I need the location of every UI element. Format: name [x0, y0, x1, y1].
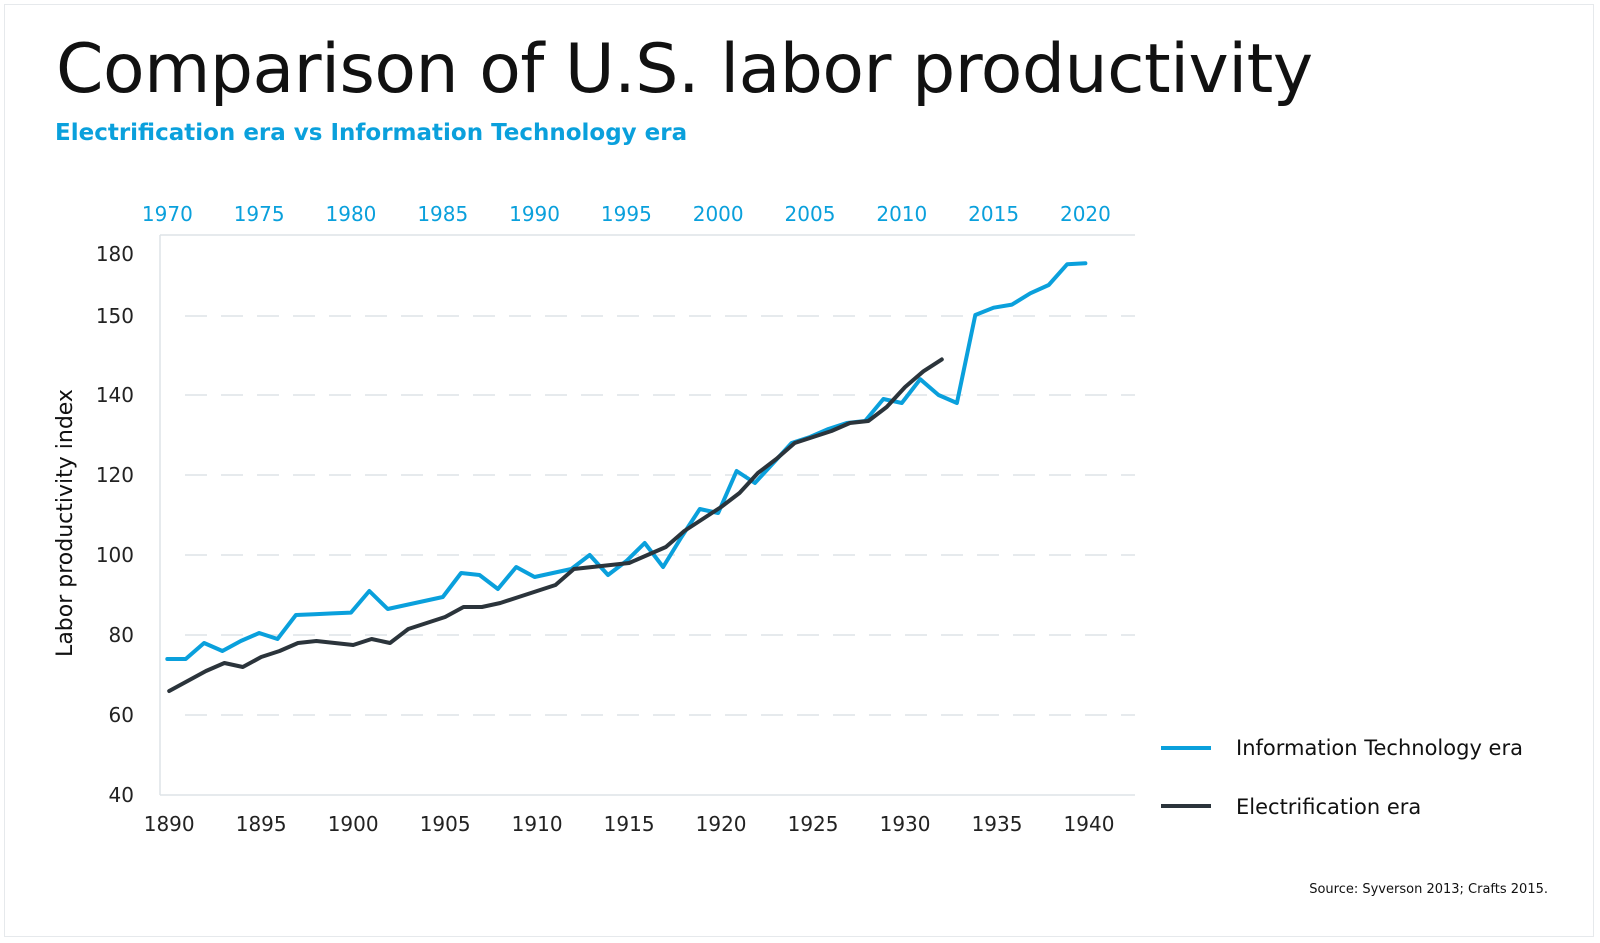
x-bottom-tick-label: 1910	[512, 812, 563, 836]
x-bottom-tick-label: 1915	[604, 812, 655, 836]
source-note: Source: Syverson 2013; Crafts 2015.	[1309, 882, 1548, 897]
x-bottom-tick-label: 1940	[1064, 812, 1115, 836]
x-top-tick-label: 1985	[417, 202, 468, 226]
x-top-tick-label: 1970	[142, 202, 193, 226]
y-tick-label: 150	[96, 304, 134, 328]
axes	[159, 234, 1135, 796]
x-top-tick-label: 2005	[785, 202, 836, 226]
x-bottom-tick-label: 1930	[880, 812, 931, 836]
x-top-tick-label: 1995	[601, 202, 652, 226]
y-tick-label: 140	[96, 383, 134, 407]
chart-title: Comparison of U.S. labor productivity	[56, 30, 1313, 109]
x-bottom-tick-label: 1905	[420, 812, 471, 836]
x-top-tick-label: 2020	[1060, 202, 1111, 226]
x-bottom-tick-label: 1895	[236, 812, 287, 836]
x-top-tick-label: 2010	[876, 202, 927, 226]
y-tick-label: 40	[109, 783, 134, 807]
series-lines	[165, 261, 1088, 693]
series-line-electrification-era	[167, 357, 944, 693]
y-axis-label: Labor productivity index	[53, 389, 78, 657]
x-bottom-tick-label: 1900	[328, 812, 379, 836]
x-bottom-tick-label: 1890	[144, 812, 195, 836]
tick-labels: 180 150 140 120 100 80 60 40 1890 1895 1900 1905 191…	[96, 202, 1115, 836]
y-tick-label: 80	[109, 623, 134, 647]
grid-lines	[185, 315, 1135, 716]
legend-label-it: Information Technology era	[1236, 736, 1523, 760]
x-top-tick-label: 1990	[509, 202, 560, 226]
y-tick-label: 120	[96, 463, 134, 487]
x-top-tick-label: 2015	[968, 202, 1019, 226]
chart-subtitle: Electrification era vs Information Techn…	[55, 120, 688, 146]
legend: Information Technology era Electrificati…	[1161, 736, 1523, 819]
series-line-information-technology-era	[165, 261, 1088, 661]
x-top-tick-label: 2000	[693, 202, 744, 226]
legend-label-electric: Electrification era	[1236, 795, 1421, 819]
x-bottom-tick-label: 1935	[972, 812, 1023, 836]
x-bottom-tick-label: 1925	[788, 812, 839, 836]
x-top-tick-label: 1975	[234, 202, 285, 226]
x-bottom-tick-label: 1920	[696, 812, 747, 836]
y-tick-label: 60	[109, 703, 134, 727]
x-top-tick-label: 1980	[326, 202, 377, 226]
y-tick-label: 180	[96, 242, 134, 266]
chart-frame	[4, 4, 1594, 937]
y-tick-label: 100	[96, 543, 134, 567]
